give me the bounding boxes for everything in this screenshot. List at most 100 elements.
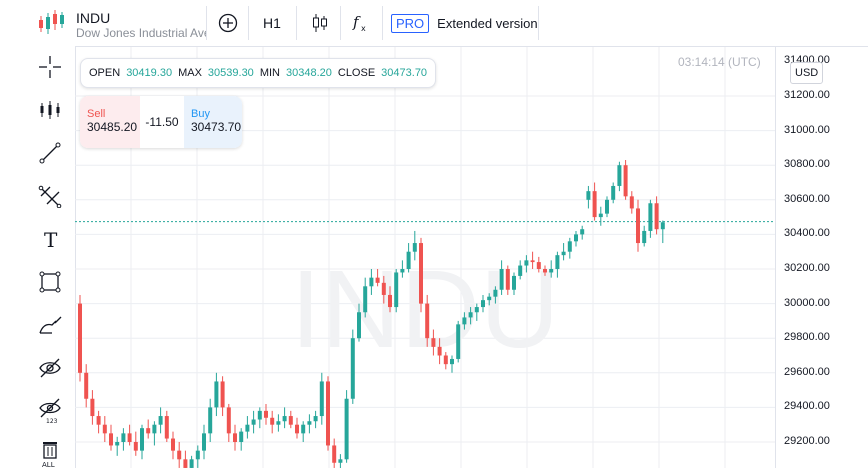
candle-body xyxy=(499,269,504,290)
candle-body xyxy=(555,255,560,269)
toolbar-divider xyxy=(248,6,249,40)
price-scale[interactable]: 31400.00 31200.00 31000.00 30800.00 30600.00… xyxy=(775,47,868,468)
price-label: 30600.00 xyxy=(784,192,830,205)
candle-body xyxy=(313,416,318,422)
buy-label: Buy xyxy=(191,108,210,120)
trend-line-tool-button[interactable] xyxy=(32,135,68,171)
candle xyxy=(338,454,343,468)
candle xyxy=(406,243,411,273)
chart-style-button[interactable] xyxy=(306,8,334,38)
svg-text:T: T xyxy=(44,228,58,251)
candle-body xyxy=(96,416,101,425)
currency-button[interactable]: USD xyxy=(790,62,824,84)
indicators-tool-button[interactable] xyxy=(32,92,68,128)
candle-body xyxy=(295,424,299,434)
candle xyxy=(629,191,634,214)
price-label: 31200.00 xyxy=(784,89,830,101)
candle-body xyxy=(301,424,306,434)
gann-fan-tool-button[interactable] xyxy=(32,178,68,214)
candle-body xyxy=(264,410,268,418)
extended-version-button[interactable]: PRO Extended version xyxy=(391,8,538,38)
candle xyxy=(443,352,448,370)
candle-body xyxy=(233,433,237,442)
rectangle-tool-button[interactable] xyxy=(32,264,68,300)
candle-body xyxy=(437,346,442,356)
candle xyxy=(648,199,653,238)
sell-button[interactable]: Sell 30485.20 xyxy=(80,96,140,148)
delete-all-button[interactable]: ALL xyxy=(32,436,68,472)
candle-body xyxy=(102,424,107,434)
candle-body xyxy=(251,419,256,425)
interval-button[interactable]: H1 xyxy=(263,15,281,31)
eye-hidden-numbers-icon: 123 xyxy=(39,398,61,424)
price-chart[interactable]: INDU xyxy=(75,47,775,468)
candle xyxy=(388,286,392,313)
candle-body xyxy=(611,185,616,200)
close-value: 30473.70 xyxy=(381,67,428,79)
candle-body xyxy=(276,421,281,425)
max-label: MAX xyxy=(178,67,202,79)
open-value: 30419.30 xyxy=(126,67,173,79)
candle xyxy=(530,251,535,269)
symbol-title[interactable]: INDU xyxy=(76,10,111,26)
chart-pane[interactable]: INDU xyxy=(75,47,775,468)
svg-text:f: f xyxy=(352,13,361,31)
candle-body xyxy=(177,450,182,460)
toolbar-divider xyxy=(382,6,383,40)
text-tool-button[interactable]: T xyxy=(32,221,68,257)
hide-drawings-button[interactable] xyxy=(32,350,68,386)
candle-body xyxy=(431,338,436,347)
svg-text:ALL: ALL xyxy=(42,461,55,468)
candle-body xyxy=(598,213,603,218)
buy-button[interactable]: Buy 30473.70 xyxy=(184,96,242,148)
crosshair-icon xyxy=(39,56,61,78)
trade-panel: Sell 30485.20 -11.50 Buy 30473.70 xyxy=(80,96,242,148)
candle xyxy=(505,265,510,295)
candle-body xyxy=(388,294,392,308)
candle xyxy=(499,260,504,295)
candle-body xyxy=(245,424,250,432)
candle xyxy=(381,275,386,304)
candle-body xyxy=(561,251,566,256)
price-label: 30200.00 xyxy=(784,262,830,274)
candle-body xyxy=(462,317,467,325)
price-label: 30800.00 xyxy=(784,158,830,171)
hide-indicators-button[interactable]: 123 xyxy=(32,393,68,429)
candle xyxy=(239,428,244,451)
add-indicator-button[interactable] xyxy=(214,8,242,38)
candle xyxy=(301,421,306,442)
candle xyxy=(164,410,169,442)
candle-body xyxy=(189,459,194,468)
candle xyxy=(400,260,405,278)
candle xyxy=(524,255,529,273)
candle xyxy=(350,329,355,404)
candle-body xyxy=(660,222,665,230)
toolbar-divider xyxy=(340,6,341,40)
candle xyxy=(493,286,498,304)
svg-text:123: 123 xyxy=(46,418,58,424)
candle-body xyxy=(505,269,510,290)
candle xyxy=(226,403,231,442)
candle xyxy=(245,416,250,439)
candle xyxy=(468,307,473,325)
candle xyxy=(394,269,399,313)
price-label: 29800.00 xyxy=(784,331,830,344)
candle-body xyxy=(202,433,206,451)
trash-all-icon: ALL xyxy=(42,442,57,468)
extended-version-label: Extended version xyxy=(437,15,538,31)
crosshair-tool-button[interactable] xyxy=(32,49,68,85)
spread-value: -11.50 xyxy=(145,115,179,129)
candle-body xyxy=(524,260,529,266)
candle-body xyxy=(629,196,634,209)
candle xyxy=(158,407,163,434)
candle-body xyxy=(580,229,585,235)
brush-tool-button[interactable] xyxy=(32,307,68,343)
max-value: 30539.30 xyxy=(207,67,254,79)
candle xyxy=(208,398,213,442)
candle xyxy=(152,421,157,446)
candle xyxy=(636,199,640,252)
pro-badge: PRO xyxy=(391,13,430,33)
candle-body xyxy=(171,438,175,451)
candle xyxy=(251,410,256,434)
